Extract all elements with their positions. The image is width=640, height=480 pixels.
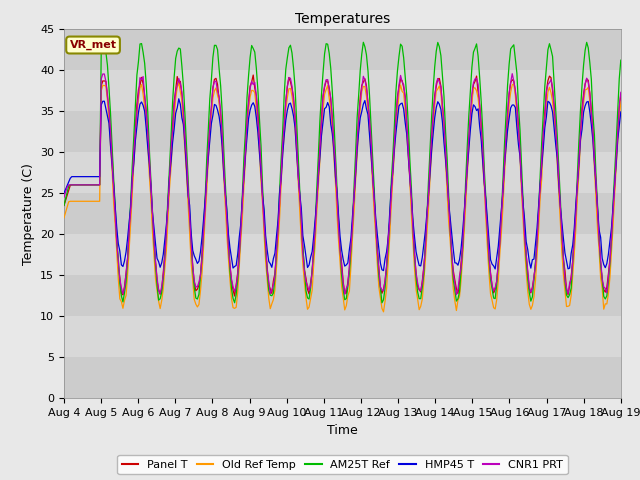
AM25T Ref [60,203,68,208]
AM25T Ref [226,268,234,274]
HMP45 T [255,149,263,155]
Old Ref Temp [175,80,182,85]
Bar [64,29,621,70]
Old Ref Temp [255,149,263,155]
HMP45 T [589,137,596,143]
Panel T [250,72,257,78]
AM25T Ref [378,300,386,306]
Old Ref Temp [60,215,68,221]
Line: Panel T: Panel T [64,75,621,296]
Old Ref Temp [228,296,236,301]
Title: Temperatures: Temperatures [295,12,390,26]
Bar [64,152,621,193]
Panel T [257,166,265,171]
Panel T [60,203,68,208]
Bar [64,275,621,316]
Panel T [589,127,596,132]
Panel T [226,263,234,268]
AM25T Ref [303,295,311,301]
Text: VR_met: VR_met [70,40,116,50]
HMP45 T [60,190,68,196]
Line: HMP45 T: HMP45 T [64,99,621,271]
Bar [64,111,621,152]
HMP45 T [228,255,236,261]
CNR1 PRT [244,101,252,107]
AM25T Ref [254,87,262,93]
CNR1 PRT [589,128,596,133]
Bar [64,193,621,234]
AM25T Ref [589,111,596,117]
Old Ref Temp [305,304,313,310]
Panel T [307,280,314,286]
Old Ref Temp [589,135,596,141]
Bar [64,234,621,275]
CNR1 PRT [508,71,516,77]
Old Ref Temp [129,192,136,198]
AM25T Ref [129,163,136,168]
CNR1 PRT [254,114,262,120]
CNR1 PRT [60,194,68,200]
CNR1 PRT [226,263,234,268]
Old Ref Temp [617,98,625,104]
HMP45 T [129,175,136,181]
Line: Old Ref Temp: Old Ref Temp [64,83,621,312]
Panel T [129,182,136,188]
CNR1 PRT [617,89,625,95]
X-axis label: Time: Time [327,424,358,437]
Bar [64,316,621,357]
CNR1 PRT [452,292,460,298]
CNR1 PRT [129,178,136,184]
AM25T Ref [617,57,625,63]
HMP45 T [380,268,387,274]
Bar [64,70,621,111]
Old Ref Temp [246,94,254,100]
Old Ref Temp [380,309,387,315]
HMP45 T [246,107,254,113]
AM25T Ref [244,72,252,78]
HMP45 T [305,262,313,268]
Y-axis label: Temperature (C): Temperature (C) [22,163,35,264]
Panel T [246,83,254,89]
AM25T Ref [360,39,367,45]
HMP45 T [617,109,625,115]
Line: AM25T Ref: AM25T Ref [64,42,621,303]
Line: CNR1 PRT: CNR1 PRT [64,74,621,295]
Panel T [617,92,625,97]
Bar [64,357,621,398]
Panel T [231,293,239,299]
HMP45 T [175,96,182,102]
CNR1 PRT [303,283,311,288]
Legend: Panel T, Old Ref Temp, AM25T Ref, HMP45 T, CNR1 PRT: Panel T, Old Ref Temp, AM25T Ref, HMP45 … [117,455,568,474]
